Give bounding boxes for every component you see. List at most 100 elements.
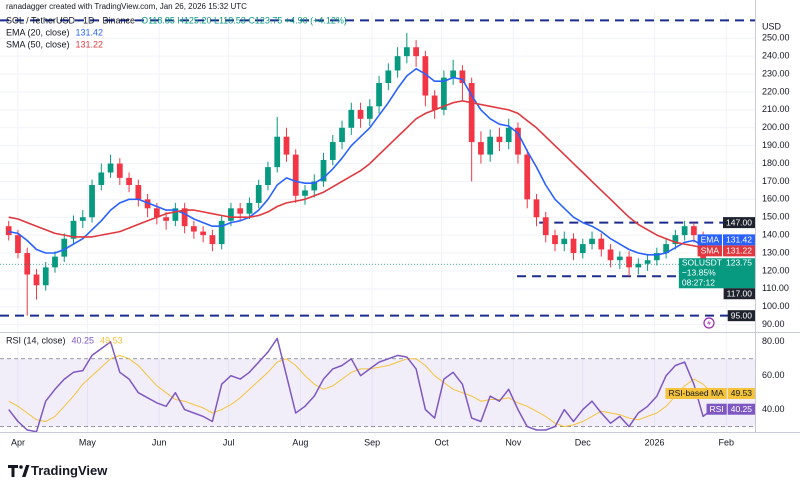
candle-body xyxy=(311,181,318,191)
candle-body xyxy=(135,185,142,200)
candle-body xyxy=(552,235,558,245)
x-tick-label: Jun xyxy=(152,437,167,447)
y-tick-label: 160.00 xyxy=(762,194,790,204)
candle-body xyxy=(441,77,447,110)
candle-body xyxy=(478,142,484,155)
candle-body xyxy=(644,260,651,264)
x-tick-label: Sep xyxy=(364,437,380,447)
tags: SOLUSDT 123.75 −13.85%08:27:12 131.22 SMA 131… xyxy=(665,217,755,415)
tag-text: 117.00 xyxy=(727,288,753,298)
last-price-text: −13.85% xyxy=(682,267,716,277)
candle-body xyxy=(681,226,688,236)
candle-body xyxy=(15,235,21,254)
candle-body xyxy=(422,56,429,96)
candle-body xyxy=(302,190,308,196)
tag-text: 131.22 xyxy=(726,246,752,256)
candle-body xyxy=(52,256,58,268)
rsi-pane xyxy=(0,337,755,432)
tag-box xyxy=(727,403,755,415)
candle-body xyxy=(515,127,521,155)
candle-body xyxy=(172,208,179,221)
candle-body xyxy=(626,256,632,268)
tag-text: 40.25 xyxy=(731,404,753,414)
candle-body xyxy=(579,244,586,254)
tag-box xyxy=(723,245,755,257)
x-tick-label: Apr xyxy=(11,437,25,447)
candle-body xyxy=(487,136,494,155)
candle-body xyxy=(61,238,68,257)
candle-body xyxy=(126,177,132,186)
x-tick-label: Jul xyxy=(223,437,235,447)
candle-body xyxy=(339,127,345,143)
tag-text: 131.42 xyxy=(726,235,752,245)
candle-body xyxy=(89,185,95,218)
candle-body xyxy=(598,238,605,250)
y-tick-label: 120.00 xyxy=(762,265,790,275)
legend-name: EMA (20, close) xyxy=(6,27,70,37)
x-tick-label: May xyxy=(79,437,97,447)
y-tick-label: 110.00 xyxy=(762,283,789,293)
y-tick-label: 200.00 xyxy=(762,122,790,132)
candle-body xyxy=(533,199,540,218)
candle-body xyxy=(107,163,114,173)
candle-body xyxy=(153,208,160,218)
tag-text: EMA xyxy=(701,235,720,245)
candle-body xyxy=(320,159,327,182)
candle-body xyxy=(394,56,401,71)
rsi-tick-label: 80.00 xyxy=(762,336,785,346)
tag-text: 49.53 xyxy=(731,388,753,398)
candle-body xyxy=(376,83,382,107)
candle-body xyxy=(616,256,623,261)
overlay-line xyxy=(8,100,713,252)
credit: ranadagger created with TradingView.com,… xyxy=(6,2,247,11)
y-tick-label: 130.00 xyxy=(762,247,790,257)
legend-value: 131.42 xyxy=(76,27,104,37)
tag-box xyxy=(706,403,727,415)
y-tick-label: 90.00 xyxy=(762,319,785,329)
x-tick-label: Dec xyxy=(575,437,592,447)
candle-body xyxy=(505,127,512,143)
tag-text: RSI xyxy=(710,404,724,414)
last-price-text: SOLUSDT xyxy=(682,257,722,267)
y-tick-label: 180.00 xyxy=(762,158,790,168)
candle-body xyxy=(255,185,262,203)
rsi-tick-label: 60.00 xyxy=(762,370,785,380)
tag-box xyxy=(697,234,722,246)
y-tick-label: 170.00 xyxy=(762,176,790,186)
candle-body xyxy=(237,208,244,214)
candle-body xyxy=(283,136,290,155)
y-tick-label: 140.00 xyxy=(762,230,790,240)
candle-body xyxy=(70,220,77,239)
candle-body xyxy=(561,238,568,245)
candle-body xyxy=(691,226,697,236)
legend-name: SMA (50, close) xyxy=(6,39,70,49)
y-tick-label: 250.00 xyxy=(762,33,790,43)
tag-box xyxy=(723,217,755,229)
candle-body xyxy=(663,244,669,254)
x-tick-label: 2026 xyxy=(645,437,665,447)
candle-body xyxy=(24,253,31,275)
x-tick-label: Feb xyxy=(719,437,735,447)
candle-body xyxy=(653,253,660,261)
last-price-box xyxy=(678,258,755,289)
candle-body xyxy=(228,208,234,221)
watermark: TradingView xyxy=(8,463,108,478)
tag-text: 95.00 xyxy=(731,310,753,320)
candle-body xyxy=(524,154,531,200)
y-tick-label: 240.00 xyxy=(762,51,790,61)
candle-body xyxy=(218,220,225,245)
ohlc: O118.85 H125.20 L118.53 C123.75 +4.90 (+… xyxy=(141,15,347,25)
candle-body xyxy=(329,142,336,160)
candle-body xyxy=(79,217,86,221)
candle-body xyxy=(33,274,40,286)
candle-body xyxy=(589,238,595,245)
last-price-text: 123.75 xyxy=(726,257,752,267)
candle-body xyxy=(413,47,419,57)
tag-box xyxy=(723,234,755,246)
y-tick-label: 100.00 xyxy=(762,301,790,311)
grid xyxy=(0,12,755,432)
y-tick-label: 210.00 xyxy=(762,104,790,114)
tag-text: 147.00 xyxy=(726,217,752,227)
candle-body xyxy=(348,109,355,128)
